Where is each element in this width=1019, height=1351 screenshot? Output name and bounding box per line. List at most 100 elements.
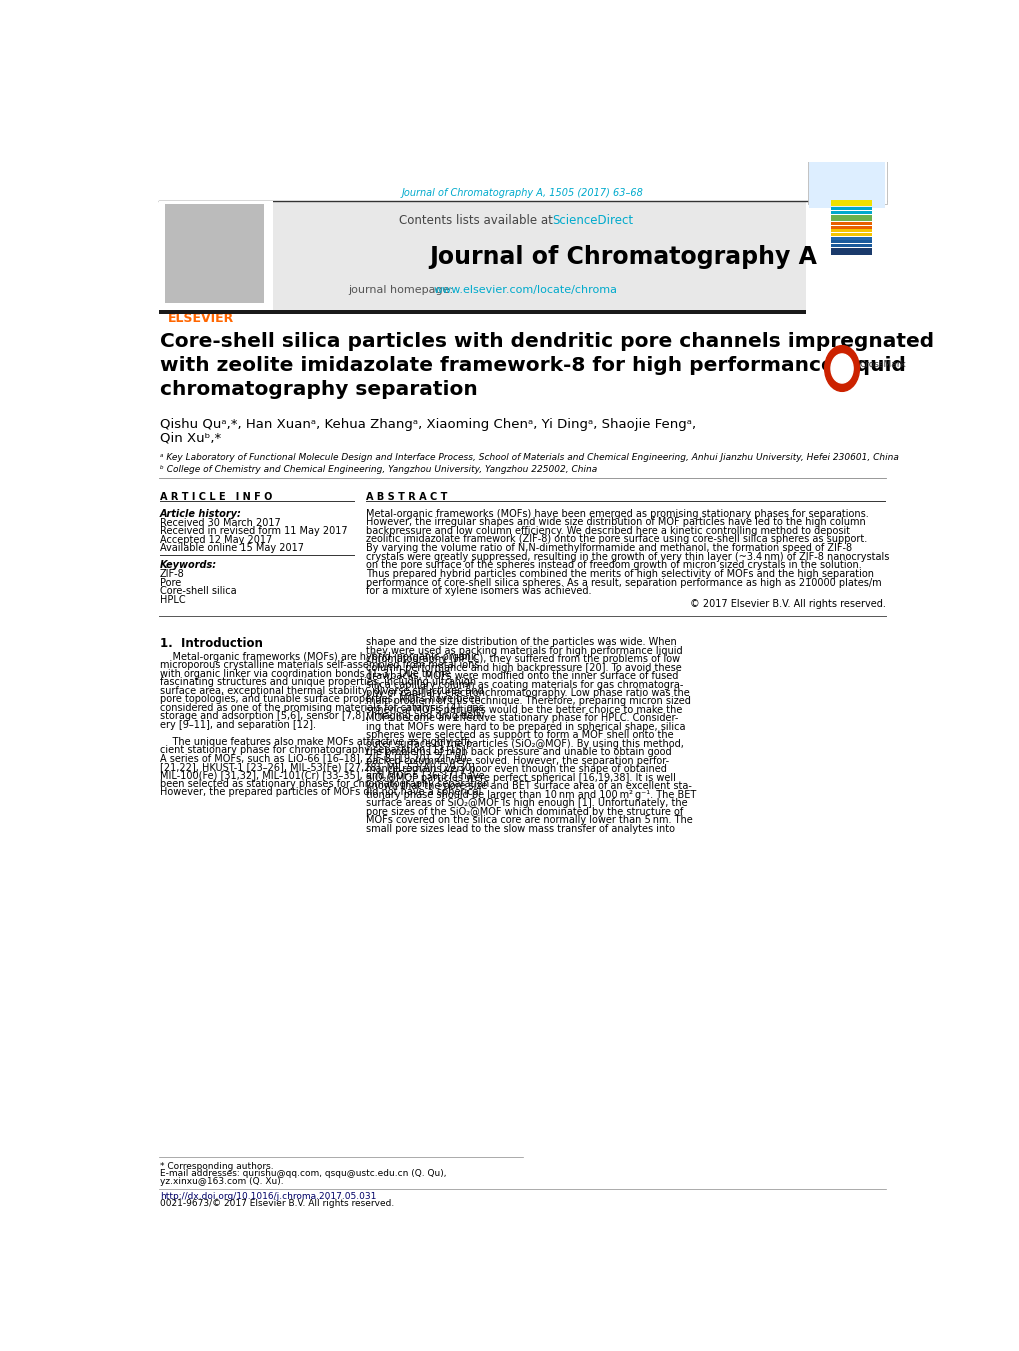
Text: cient stationary phase for chromatography separation [13–15].: cient stationary phase for chromatograph… bbox=[160, 744, 468, 755]
Bar bbox=[830, 215, 870, 218]
Text: ᵃ Key Laboratory of Functional Molecule Design and Interface Process, School of : ᵃ Key Laboratory of Functional Molecule … bbox=[160, 453, 898, 462]
Text: Received in revised form 11 May 2017: Received in revised form 11 May 2017 bbox=[160, 527, 347, 536]
Circle shape bbox=[823, 346, 859, 392]
Text: Received 30 March 2017: Received 30 March 2017 bbox=[160, 517, 280, 528]
Text: phy or capillary electronchromatography. Low phase ratio was the: phy or capillary electronchromatography.… bbox=[366, 688, 689, 698]
Text: ScienceDirect: ScienceDirect bbox=[551, 215, 633, 227]
Text: known that the pore size and BET surface area of an excellent sta-: known that the pore size and BET surface… bbox=[366, 781, 692, 792]
Text: www.elsevier.com/locate/chroma: www.elsevier.com/locate/chroma bbox=[433, 285, 618, 296]
Circle shape bbox=[830, 354, 852, 384]
Text: CrossMark: CrossMark bbox=[858, 361, 905, 369]
Text: ELSEVIER: ELSEVIER bbox=[168, 312, 233, 326]
Text: they were used as packing materials for high performance liquid: they were used as packing materials for … bbox=[366, 646, 682, 655]
Bar bbox=[830, 222, 870, 226]
Text: small pore sizes lead to the slow mass transfer of analytes into: small pore sizes lead to the slow mass t… bbox=[366, 824, 675, 834]
Bar bbox=[830, 251, 870, 254]
Bar bbox=[830, 200, 870, 203]
Text: backpressure and low column efficiency. We described here a kinetic controlling : backpressure and low column efficiency. … bbox=[366, 526, 850, 536]
Text: MOFs become an effective stationary phase for HPLC. Consider-: MOFs become an effective stationary phas… bbox=[366, 713, 678, 723]
Bar bbox=[830, 211, 870, 213]
Text: ing that MOFs were hard to be prepared in spherical shape, silica: ing that MOFs were hard to be prepared i… bbox=[366, 721, 685, 732]
Bar bbox=[809, 158, 884, 208]
Text: Core-shell silica: Core-shell silica bbox=[160, 586, 236, 596]
Text: outer surface of the particles (SiO₂@MOF). By using this method,: outer surface of the particles (SiO₂@MOF… bbox=[366, 739, 684, 748]
Text: * Corresponding authors.: * Corresponding authors. bbox=[160, 1162, 273, 1170]
Text: the problems of high back pressure and unable to obtain good: the problems of high back pressure and u… bbox=[366, 747, 672, 758]
Text: Journal of Chromatography A: Journal of Chromatography A bbox=[429, 246, 817, 269]
Text: packed columns were solved. However, the separation perfor-: packed columns were solved. However, the… bbox=[366, 755, 668, 766]
Text: column performance and high backpressure [20]. To avoid these: column performance and high backpressure… bbox=[366, 662, 682, 673]
Text: yz.xinxu@163.com (Q. Xu).: yz.xinxu@163.com (Q. Xu). bbox=[160, 1177, 283, 1186]
Text: Available online 15 May 2017: Available online 15 May 2017 bbox=[160, 543, 304, 554]
Text: shape and the size distribution of the particles was wide. When: shape and the size distribution of the p… bbox=[366, 638, 677, 647]
Text: main problem of this technique. Therefore, preparing micron sized: main problem of this technique. Therefor… bbox=[366, 697, 691, 707]
Text: SiO₂@MOF particles were perfect spherical [16,19,38]. It is well: SiO₂@MOF particles were perfect spherica… bbox=[366, 773, 676, 782]
Text: spheres were selected as support to form a MOF shell onto the: spheres were selected as support to form… bbox=[366, 731, 674, 740]
Bar bbox=[158, 309, 805, 313]
Bar bbox=[830, 207, 870, 211]
Text: ZIF-8: ZIF-8 bbox=[160, 570, 184, 580]
Text: The unique features also make MOFs attractive as highly effi-: The unique features also make MOFs attra… bbox=[160, 736, 473, 747]
Bar bbox=[830, 219, 870, 222]
Text: chromatography (HPLC), they suffered from the problems of low: chromatography (HPLC), they suffered fro… bbox=[366, 654, 680, 665]
Text: pore topologies, and tunable surface properties, MOFs have been: pore topologies, and tunable surface pro… bbox=[160, 694, 480, 704]
Text: Qin Xuᵇ,*: Qin Xuᵇ,* bbox=[160, 431, 221, 444]
Text: been selected as stationary phases for chromatography separation.: been selected as stationary phases for c… bbox=[160, 780, 492, 789]
Bar bbox=[164, 204, 264, 303]
Text: Pore: Pore bbox=[160, 578, 181, 588]
Text: 0021-9673/© 2017 Elsevier B.V. All rights reserved.: 0021-9673/© 2017 Elsevier B.V. All right… bbox=[160, 1200, 394, 1208]
Text: for a mixture of xylene isomers was achieved.: for a mixture of xylene isomers was achi… bbox=[366, 586, 591, 596]
Bar bbox=[830, 247, 870, 251]
Text: However, the irregular shapes and wide size distribution of MOF particles have l: However, the irregular shapes and wide s… bbox=[366, 517, 865, 527]
Text: spherical MOFs particles would be the better choice to make the: spherical MOFs particles would be the be… bbox=[366, 705, 682, 715]
Text: Article history:: Article history: bbox=[160, 508, 242, 519]
Bar bbox=[158, 200, 273, 309]
Text: surface area, exceptional thermal stability, diverse structures and: surface area, exceptional thermal stabil… bbox=[160, 686, 483, 696]
Text: MOFs covered on the silica core are normally lower than 5 nm. The: MOFs covered on the silica core are norm… bbox=[366, 815, 692, 825]
Text: Journal of Chromatography A, 1505 (2017) 63–68: Journal of Chromatography A, 1505 (2017)… bbox=[401, 188, 643, 197]
Text: ᵇ College of Chemistry and Chemical Engineering, Yangzhou University, Yangzhou 2: ᵇ College of Chemistry and Chemical Engi… bbox=[160, 465, 597, 474]
Text: A B S T R A C T: A B S T R A C T bbox=[366, 492, 447, 501]
Bar bbox=[158, 200, 805, 309]
Bar bbox=[830, 226, 870, 228]
Bar bbox=[830, 204, 870, 207]
Text: microporous crystalline materials self-assembled from metal ions: microporous crystalline materials self-a… bbox=[160, 661, 479, 670]
Text: with organic linker via coordination bonds [1–3]. Due to the: with organic linker via coordination bon… bbox=[160, 669, 450, 678]
Text: Contents lists available at: Contents lists available at bbox=[398, 215, 555, 227]
Text: ery [9–11], and separation [12].: ery [9–11], and separation [12]. bbox=[160, 720, 316, 730]
Text: Keywords:: Keywords: bbox=[160, 561, 217, 570]
Text: drawbacks, MOFs were modified onto the inner surface of fused: drawbacks, MOFs were modified onto the i… bbox=[366, 671, 678, 681]
Text: By varying the volume ratio of N,N-dimethylformamide and methanol, the formation: By varying the volume ratio of N,N-dimet… bbox=[366, 543, 852, 553]
Text: journal homepage:: journal homepage: bbox=[348, 285, 457, 296]
Text: HPLC: HPLC bbox=[160, 594, 185, 605]
Bar bbox=[830, 236, 870, 239]
Text: © 2017 Elsevier B.V. All rights reserved.: © 2017 Elsevier B.V. All rights reserved… bbox=[689, 600, 884, 609]
Text: A R T I C L E   I N F O: A R T I C L E I N F O bbox=[160, 492, 272, 501]
Bar bbox=[807, 93, 887, 204]
Bar bbox=[830, 240, 870, 243]
Text: Qishu Quᵃ,*, Han Xuanᵃ, Kehua Zhangᵃ, Xiaoming Chenᵃ, Yi Dingᵃ, Shaojie Fengᵃ,: Qishu Quᵃ,*, Han Xuanᵃ, Kehua Zhangᵃ, Xi… bbox=[160, 417, 696, 431]
Text: zeolitic imidazolate framework (ZIF-8) onto the pore surface using core-shell si: zeolitic imidazolate framework (ZIF-8) o… bbox=[366, 535, 866, 544]
Text: Metal-organic frameworks (MOFs) are hybrid inorganic-organic: Metal-organic frameworks (MOFs) are hybr… bbox=[160, 651, 479, 662]
Text: However, the prepared particles of MOFs did not have a spherical: However, the prepared particles of MOFs … bbox=[160, 788, 481, 797]
Text: Core-shell silica particles with dendritic pore channels impregnated
with zeolit: Core-shell silica particles with dendrit… bbox=[160, 331, 933, 399]
Text: surface areas of SiO₂@MOF is high enough [1]. Unfortunately, the: surface areas of SiO₂@MOF is high enough… bbox=[366, 798, 687, 808]
Text: A series of MOFs, such as LiO-66 [16–18], ZIF-8 [19,20], ZIF-90: A series of MOFs, such as LiO-66 [16–18]… bbox=[160, 754, 467, 763]
Text: crystals were greatly suppressed, resulting in the growth of very thin layer (~3: crystals were greatly suppressed, result… bbox=[366, 551, 889, 562]
Text: Metal-organic frameworks (MOFs) have been emerged as promising stationary phases: Metal-organic frameworks (MOFs) have bee… bbox=[366, 508, 868, 519]
Text: Accepted 12 May 2017: Accepted 12 May 2017 bbox=[160, 535, 272, 544]
Text: http://dx.doi.org/10.1016/j.chroma.2017.05.031: http://dx.doi.org/10.1016/j.chroma.2017.… bbox=[160, 1193, 376, 1201]
Text: MIL-100(Fe) [31,32], MIL-101(Cr) [33–35], and MOF-5 [36,37] have: MIL-100(Fe) [31,32], MIL-101(Cr) [33–35]… bbox=[160, 770, 484, 781]
Text: silica capillary column as coating materials for gas chromatogra-: silica capillary column as coating mater… bbox=[366, 680, 683, 689]
Bar bbox=[830, 230, 870, 232]
Text: E-mail addresses: qurishu@qq.com, qsqu@ustc.edu.cn (Q. Qu),: E-mail addresses: qurishu@qq.com, qsqu@u… bbox=[160, 1169, 446, 1178]
Text: performance of core-shell silica spheres. As a result, separation performance as: performance of core-shell silica spheres… bbox=[366, 578, 881, 588]
Text: mance remains very poor even though the shape of obtained: mance remains very poor even though the … bbox=[366, 765, 666, 774]
Text: tionary phase should be larger than 10 nm and 100 m² g⁻¹. The BET: tionary phase should be larger than 10 n… bbox=[366, 790, 696, 800]
Bar bbox=[830, 245, 870, 247]
Text: [21,22], HKUST-1 [23–26], MIL-53(Fe) [27,28], MIL-53(Al) [29,30],: [21,22], HKUST-1 [23–26], MIL-53(Fe) [27… bbox=[160, 762, 478, 771]
Text: on the pore surface of the spheres instead of freedom growth of micron sized cry: on the pore surface of the spheres inste… bbox=[366, 561, 861, 570]
Text: fascinating structures and unique properties, including ultrahigh: fascinating structures and unique proper… bbox=[160, 677, 476, 688]
Text: considered as one of the promising materials for catalysis [4], gas: considered as one of the promising mater… bbox=[160, 703, 483, 713]
Text: pore sizes of the SiO₂@MOF which dominated by the structure of: pore sizes of the SiO₂@MOF which dominat… bbox=[366, 807, 683, 816]
